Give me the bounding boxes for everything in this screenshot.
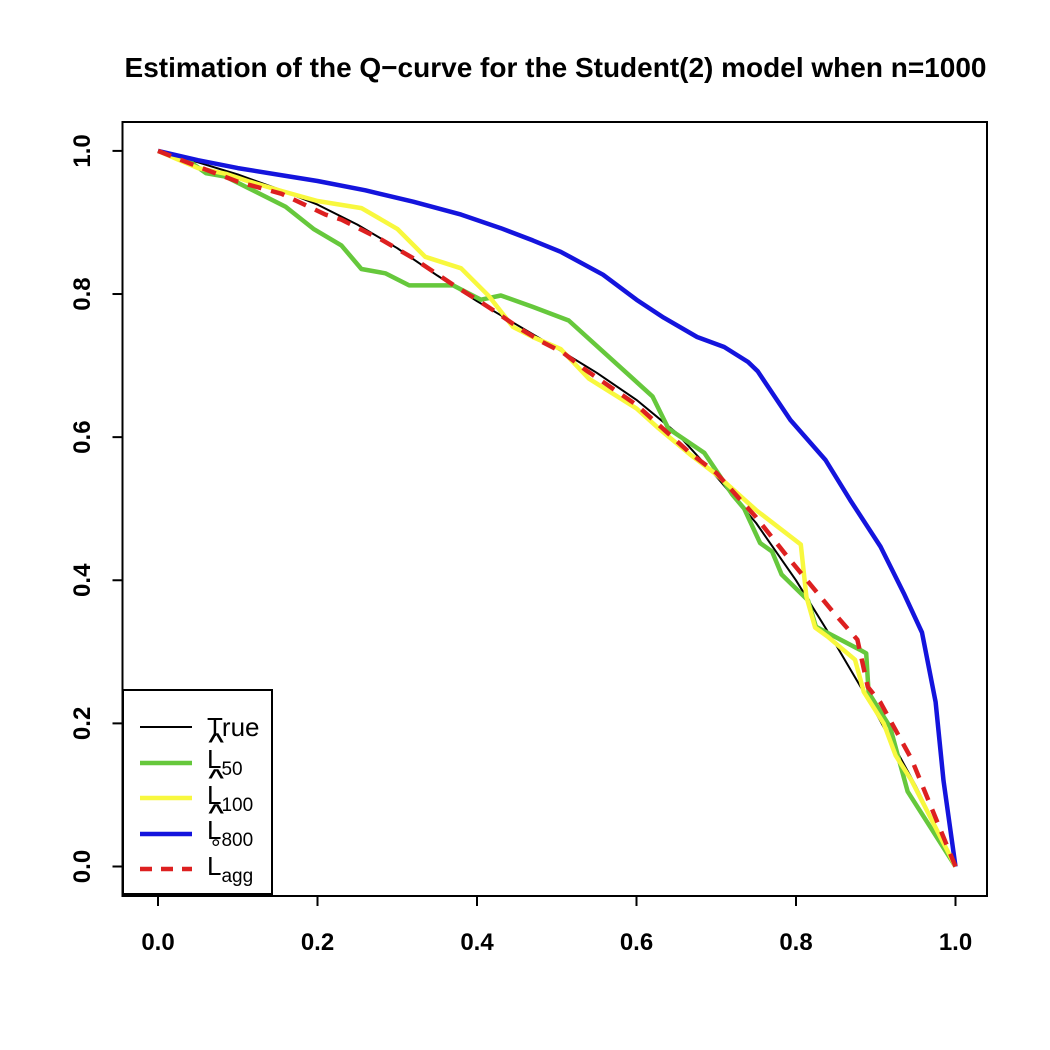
series-line-True xyxy=(157,149,957,867)
legend-label-L100: L ^ 100 xyxy=(207,765,254,816)
hat-accent: ^ xyxy=(207,730,225,753)
legend-entry-Lagg: L ° agg xyxy=(124,834,271,887)
legend-subscript: 50 xyxy=(221,759,243,780)
y-tick-label: 0.8 xyxy=(69,277,96,310)
hat-accent: ^ xyxy=(207,765,225,789)
legend-label-True: True xyxy=(207,712,260,742)
legend-entry-L50: L ^ 50 xyxy=(124,730,271,781)
legend-line-sample-Lagg xyxy=(140,866,192,872)
series-line-L800 xyxy=(157,148,958,867)
x-tick-label: 0.6 xyxy=(620,929,653,956)
legend-entry-L800: L ^ 800 xyxy=(124,801,271,852)
y-tick-label: 0.2 xyxy=(69,707,96,740)
series-line-L50 xyxy=(157,148,958,868)
x-tick-label: 0.2 xyxy=(301,929,334,956)
x-tick-label: 0.8 xyxy=(779,929,812,956)
legend-label-L50: L ^ 50 xyxy=(207,730,243,780)
legend-label-Lagg: L ° agg xyxy=(207,834,254,887)
legend-label-L800: L ^ 800 xyxy=(207,801,254,851)
legend-subscript: 800 xyxy=(221,830,254,851)
series-line-L100 xyxy=(157,148,958,868)
y-tick-label: 0.0 xyxy=(69,850,96,883)
legend-line-sample-L800 xyxy=(140,831,192,836)
y-tick-label: 1.0 xyxy=(69,134,96,167)
hat-accent: ^ xyxy=(207,801,225,824)
y-tick-label: 0.6 xyxy=(69,420,96,453)
legend: True L ^ 50 L ^ 100 L ^ 800 L ° agg xyxy=(122,689,273,895)
plot-frame xyxy=(121,121,988,897)
y-tick-label: 0.4 xyxy=(69,563,96,597)
ring-accent: ° xyxy=(211,834,221,862)
legend-subscript: agg xyxy=(221,865,254,887)
series-line-Lagg xyxy=(157,148,958,868)
x-tick-label: 1.0 xyxy=(939,929,972,956)
legend-subscript: 100 xyxy=(221,794,254,816)
legend-line-sample-L100 xyxy=(140,795,192,801)
chart-title: Estimation of the Q−curve for the Studen… xyxy=(124,52,987,83)
x-tick-label: 0.0 xyxy=(141,929,174,956)
legend-line-sample-True xyxy=(140,726,192,728)
legend-entry-L100: L ^ 100 xyxy=(124,765,271,816)
legend-line-sample-L50 xyxy=(140,760,192,765)
legend-entry-True: True xyxy=(124,709,271,745)
x-tick-label: 0.4 xyxy=(460,929,494,956)
